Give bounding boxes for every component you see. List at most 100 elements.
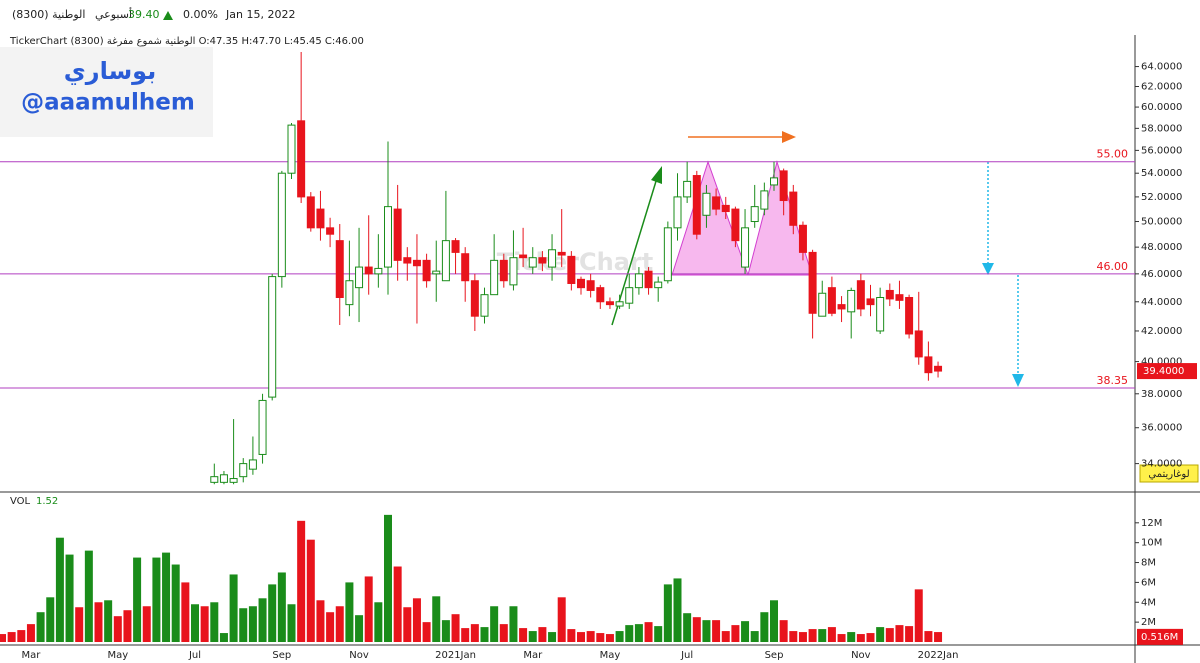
volume-bar bbox=[133, 557, 142, 642]
candle-body bbox=[712, 196, 721, 210]
volume-bar bbox=[345, 582, 354, 642]
y-tick-label: 34.0000 bbox=[1141, 459, 1182, 470]
x-tick-label: May bbox=[107, 650, 128, 661]
volume-label: VOL bbox=[10, 496, 31, 507]
volume-last-tag bbox=[1137, 628, 1183, 645]
candle-body bbox=[779, 170, 788, 202]
volume-bar bbox=[914, 589, 923, 642]
candle-body bbox=[837, 304, 846, 310]
scale-badge[interactable] bbox=[1139, 464, 1199, 483]
volume-bar bbox=[895, 625, 904, 642]
candle-body bbox=[924, 356, 933, 374]
candle-body bbox=[876, 296, 885, 332]
price: 39.40 bbox=[128, 8, 160, 21]
volume-bar bbox=[55, 537, 64, 642]
volume-bar bbox=[162, 552, 171, 642]
volume-bar bbox=[827, 627, 836, 642]
candle-body bbox=[384, 206, 392, 268]
volume-bar bbox=[856, 634, 865, 642]
y-tick-label: 54.0000 bbox=[1141, 168, 1182, 179]
candle-body bbox=[567, 255, 576, 284]
candle-body bbox=[885, 289, 894, 300]
volume-bar bbox=[461, 628, 470, 642]
candle-body bbox=[683, 180, 692, 198]
arrow-head bbox=[1012, 374, 1024, 387]
candle-body bbox=[577, 278, 585, 289]
last-price-label: 39.4000 bbox=[1143, 366, 1184, 377]
candle-body bbox=[692, 175, 701, 235]
volume-bar bbox=[432, 596, 441, 642]
candle-body bbox=[355, 266, 364, 289]
volume-bar bbox=[297, 520, 306, 642]
candle-body bbox=[557, 251, 566, 256]
candle-body bbox=[210, 476, 219, 483]
x-tick-label: May bbox=[600, 650, 621, 661]
volume-bar bbox=[577, 632, 585, 642]
volume-bar bbox=[239, 608, 248, 642]
volume-bar bbox=[0, 634, 6, 642]
volume-bar bbox=[403, 607, 412, 642]
candle-body bbox=[461, 253, 470, 282]
volume-bar bbox=[818, 629, 827, 642]
level-label: 55.00 bbox=[1097, 148, 1129, 161]
candle-body bbox=[654, 281, 663, 289]
volume-bar bbox=[306, 539, 315, 642]
volume-bar bbox=[258, 598, 267, 642]
candle-body bbox=[499, 259, 508, 282]
symbol: (8300) الوطنية bbox=[12, 8, 85, 21]
volume-bar bbox=[248, 606, 257, 642]
candle-body bbox=[364, 266, 373, 275]
candle-body bbox=[239, 463, 248, 478]
volume-bar bbox=[451, 614, 460, 642]
arrow-head bbox=[782, 131, 796, 143]
candle-body bbox=[490, 259, 499, 296]
y-tick-label: 40.0000 bbox=[1141, 357, 1182, 368]
volume-bar bbox=[663, 584, 672, 642]
candle-body bbox=[914, 330, 923, 358]
x-tick-label: 2022Jan bbox=[918, 650, 959, 661]
volume-bar bbox=[644, 622, 653, 642]
y-tick-label: 48.0000 bbox=[1141, 242, 1182, 253]
candle-body bbox=[847, 289, 856, 313]
candle-body bbox=[403, 257, 412, 264]
candle-body bbox=[673, 196, 682, 229]
volume-bar bbox=[837, 634, 846, 642]
volume-bar bbox=[75, 607, 84, 642]
volume-bar bbox=[750, 631, 759, 642]
volume-bar bbox=[480, 627, 489, 642]
candle-body bbox=[451, 240, 460, 253]
volume-bar bbox=[123, 610, 132, 642]
period: أسبوعي bbox=[95, 7, 132, 21]
candle-body bbox=[721, 204, 730, 213]
volume-bar bbox=[876, 627, 885, 642]
volume-bar bbox=[509, 606, 518, 642]
y-tick-label: 56.0000 bbox=[1141, 145, 1182, 156]
volume-tick-label: 4M bbox=[1141, 597, 1156, 608]
volume-bar bbox=[731, 625, 740, 642]
y-tick-label: 50.0000 bbox=[1141, 217, 1182, 228]
volume-bar bbox=[808, 629, 817, 642]
y-tick-label: 60.0000 bbox=[1141, 102, 1182, 113]
candle-body bbox=[287, 124, 296, 174]
y-tick-label: 52.0000 bbox=[1141, 192, 1182, 203]
volume-bar bbox=[615, 631, 624, 642]
x-tick-label: Sep bbox=[765, 650, 784, 661]
y-tick-label: 58.0000 bbox=[1141, 123, 1182, 134]
volume-bar bbox=[219, 633, 228, 642]
volume-bar bbox=[586, 631, 595, 642]
candle-body bbox=[895, 294, 904, 301]
candle-body bbox=[519, 254, 528, 259]
volume-bar bbox=[412, 598, 421, 642]
x-tick-label: Mar bbox=[523, 650, 543, 661]
volume-bar bbox=[393, 566, 402, 642]
candle-body bbox=[596, 287, 605, 303]
candle-body bbox=[634, 273, 643, 289]
volume-bar bbox=[277, 572, 286, 642]
volume-bar bbox=[36, 612, 45, 642]
volume-bar bbox=[364, 576, 373, 642]
volume-bar bbox=[634, 624, 643, 642]
candle-body bbox=[548, 249, 557, 268]
candle-body bbox=[316, 208, 325, 229]
candle-body bbox=[750, 206, 759, 223]
volume-bar bbox=[538, 627, 547, 642]
